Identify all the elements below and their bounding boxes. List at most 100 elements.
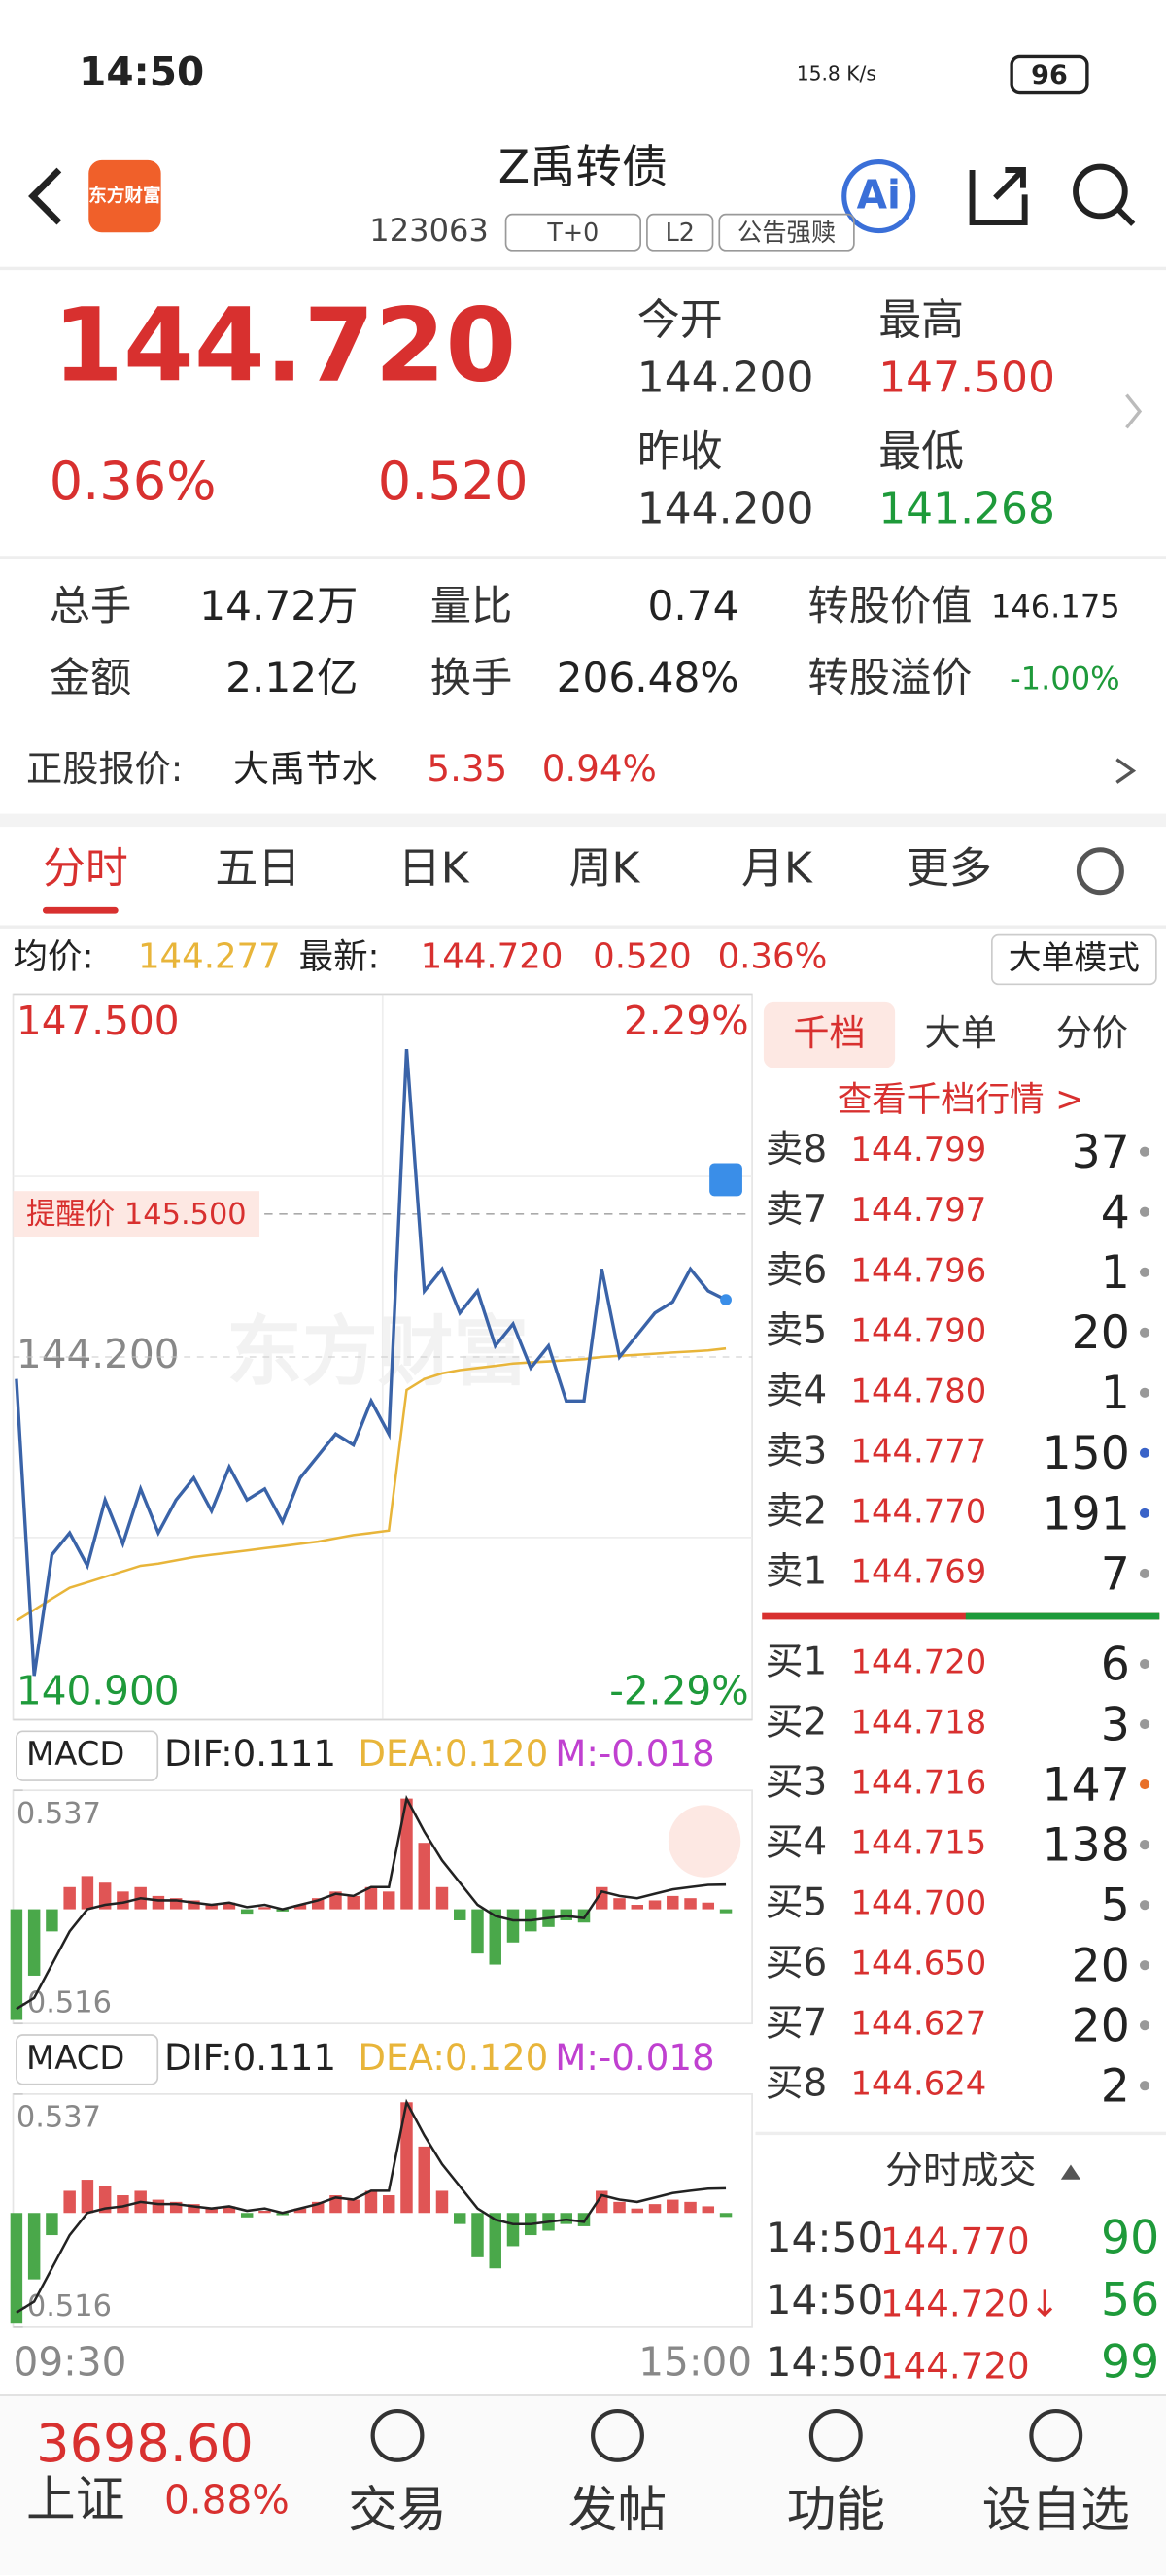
book-volume: 37	[1072, 1126, 1130, 1179]
macd-bar	[667, 1895, 679, 1910]
book-volume: 1	[1101, 1367, 1130, 1420]
macd-bar	[702, 2206, 715, 2214]
macd-bar	[364, 1886, 378, 1910]
macd-bar	[418, 2146, 430, 2214]
macd-bar	[719, 2213, 733, 2218]
macd-bar	[719, 1909, 733, 1914]
stock-name: 大禹节水	[233, 747, 378, 790]
macd-selector	[16, 2034, 159, 2085]
macd-bar	[489, 2213, 501, 2269]
book-price: 144.715	[850, 1824, 986, 1862]
book-price: 144.770	[850, 1492, 986, 1530]
macd-bar	[702, 1902, 715, 1910]
watermark: 东方财富	[226, 1308, 529, 1396]
tag: T+0	[546, 218, 599, 247]
nav-icon	[591, 2408, 644, 2462]
info-text: 144.720	[421, 936, 564, 976]
book-volume: 5	[1101, 1880, 1130, 1933]
book-tab: 大单	[925, 1011, 997, 1054]
macd-dea: DEA:0.120	[358, 1732, 548, 1775]
stock-label: 正股报价:	[26, 747, 183, 790]
search-button[interactable]	[1073, 163, 1128, 220]
book-volume: 7	[1101, 1547, 1130, 1601]
battery-level: 96	[1031, 60, 1068, 90]
mode-label: 大单模式	[1009, 938, 1140, 976]
macd-tick-label: -0.516	[17, 1985, 112, 2019]
back-button[interactable]	[28, 167, 62, 225]
book-volume: 3	[1101, 1698, 1130, 1751]
macd-m: M:-0.018	[555, 1732, 714, 1775]
macd-bar	[63, 1886, 76, 1910]
book-dot	[1139, 1960, 1150, 1971]
book-dot	[1139, 1387, 1150, 1398]
field-label: 昨收	[637, 426, 723, 476]
book-dot	[1139, 1447, 1150, 1458]
macd-tick-label: -0.516	[17, 2289, 112, 2323]
book-dot	[1139, 1900, 1150, 1911]
macd-bar	[435, 1886, 449, 1910]
logo-text: 东方财富	[88, 186, 160, 207]
book-dot	[1139, 1568, 1150, 1578]
macd-m: M:-0.018	[555, 2036, 714, 2079]
trades-title: 分时成交	[885, 2149, 1036, 2192]
nav-item[interactable]: 设自选	[982, 2481, 1130, 2538]
book-label: 买3	[766, 1761, 828, 1805]
macd-bar	[506, 1909, 520, 1943]
macd-bar	[205, 1905, 218, 1910]
field-label: 最高	[878, 295, 964, 345]
macd-bar	[10, 2213, 23, 2324]
book-price: 144.720	[850, 1644, 986, 1681]
book-volume: 4	[1101, 1186, 1130, 1239]
stat-value: 206.48%	[557, 654, 739, 701]
macd-bar	[418, 1843, 430, 1910]
macd-bar	[648, 2204, 662, 2214]
s-marker	[709, 1163, 742, 1197]
x-label: 15:00	[638, 2339, 752, 2386]
nav-item[interactable]: 功能	[787, 2481, 885, 2538]
macd-bar	[98, 2186, 112, 2214]
book-price: 144.700	[850, 1884, 986, 1922]
macd-bar	[382, 1891, 395, 1910]
book-price: 144.790	[850, 1311, 986, 1349]
macd-name: MACD	[26, 2039, 124, 2077]
macd-tick-label: 0.537	[17, 1797, 101, 1831]
book-price: 144.777	[850, 1432, 986, 1470]
trade-time: 14:50	[766, 2276, 884, 2323]
tag-box	[504, 213, 641, 252]
book-label: 买1	[766, 1641, 828, 1684]
tab: 分时	[43, 844, 128, 894]
divider	[0, 813, 1166, 828]
info-text: 均价:	[14, 936, 94, 976]
mode-button[interactable]	[991, 933, 1157, 986]
x-label: 09:30	[14, 2339, 127, 2386]
ai-button[interactable]	[841, 159, 916, 234]
change: 0.520	[378, 451, 529, 512]
macd-tick-label: 0.537	[17, 2101, 101, 2135]
divider	[755, 2131, 1166, 2136]
trade-price: 144.720	[880, 2345, 1030, 2388]
macd-bar	[506, 2213, 520, 2247]
nav-item[interactable]: 交易	[348, 2481, 446, 2538]
field-value: 144.200	[637, 353, 814, 402]
share-button[interactable]	[969, 167, 1028, 226]
expand-button[interactable]	[668, 1805, 741, 1878]
stat-label: 量比	[430, 582, 512, 629]
macd-bar	[667, 2199, 679, 2214]
book-label: 买7	[766, 2002, 828, 2046]
book-tab-active[interactable]	[763, 1001, 896, 1068]
book-label: 买8	[766, 2062, 828, 2106]
trade-price: 144.720↓	[880, 2282, 1060, 2324]
sort-arrow	[1060, 2164, 1081, 2180]
book-label: 买2	[766, 1701, 828, 1745]
book-link: 查看千档行情 >	[838, 1079, 1084, 1119]
settings-button[interactable]	[1076, 847, 1124, 896]
trade-volume: 56	[1101, 2274, 1159, 2327]
macd-name: MACD	[26, 1735, 124, 1773]
nav-item[interactable]: 发帖	[568, 2481, 667, 2538]
book-dot	[1139, 1658, 1150, 1670]
macd-bar	[613, 2201, 626, 2214]
y-tick-label: 144.200	[17, 1331, 180, 1377]
nav-icon	[370, 2408, 425, 2462]
stat-value: 2.12亿	[225, 654, 358, 701]
book-dot	[1139, 1508, 1150, 1518]
